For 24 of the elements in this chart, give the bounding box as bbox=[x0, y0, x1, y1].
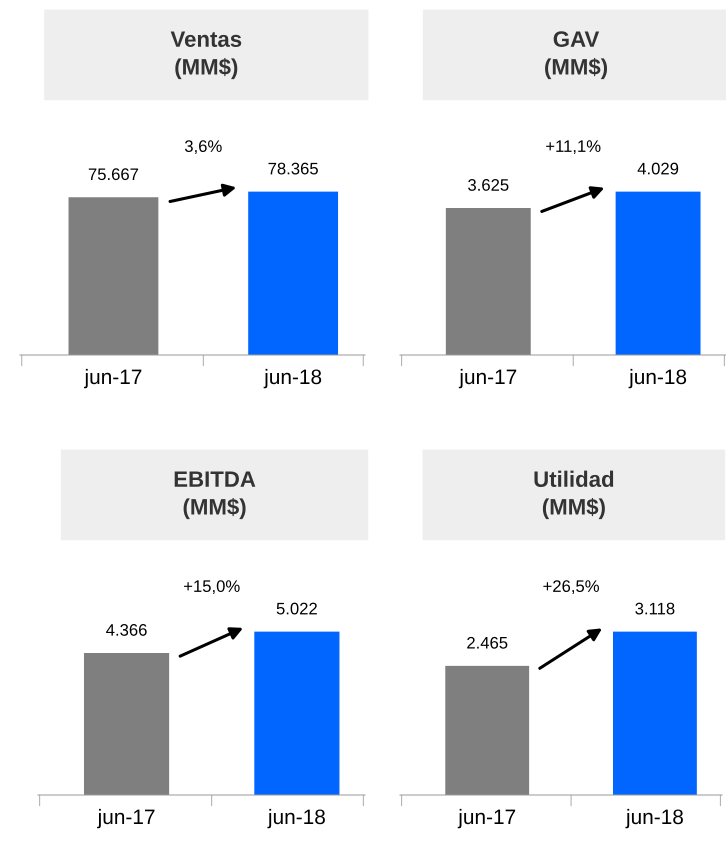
x-tick-label: jun-17 bbox=[458, 808, 516, 828]
data-label: 4.029 bbox=[638, 162, 678, 174]
data-label: 4.366 bbox=[106, 624, 147, 636]
chart-title: Utilidad (MM$) bbox=[534, 470, 614, 520]
data-label: 78.365 bbox=[268, 162, 318, 174]
data-label: 3.625 bbox=[468, 179, 508, 191]
text: 3,6% bbox=[184, 140, 222, 154]
x-tick-label: jun-18 bbox=[628, 368, 686, 388]
text: +11,1% bbox=[546, 140, 600, 154]
text: +15,0% bbox=[184, 580, 240, 594]
data-label: 5.022 bbox=[276, 602, 317, 614]
chart-title: GAV (MM$) bbox=[545, 31, 608, 80]
data-label: 3.118 bbox=[635, 602, 674, 614]
data-label: 2.465 bbox=[467, 636, 508, 649]
chart-title: EBITDA (MM$) bbox=[174, 471, 256, 520]
x-tick-label: jun-17 bbox=[84, 368, 142, 388]
x-tick-label: jun-18 bbox=[264, 368, 322, 388]
data-label: 75.667 bbox=[88, 168, 138, 180]
x-tick-label: jun-17 bbox=[97, 808, 154, 828]
x-tick-label: jun-18 bbox=[625, 808, 683, 828]
x-tick-label: jun-18 bbox=[267, 808, 325, 828]
text: +26,5% bbox=[543, 580, 599, 594]
x-tick-label: jun-17 bbox=[458, 368, 516, 388]
chart-title: Ventas (MM$) bbox=[170, 31, 242, 80]
